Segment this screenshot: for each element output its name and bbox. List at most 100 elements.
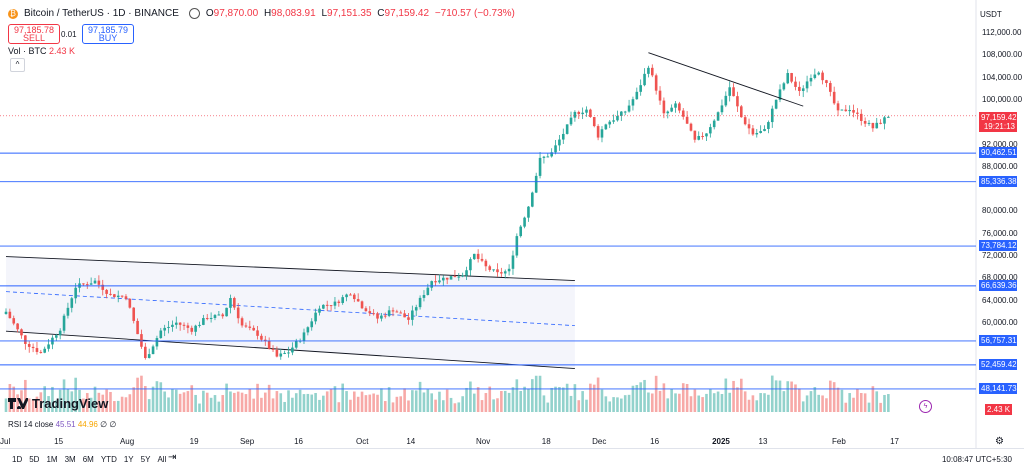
volume-bar: [244, 394, 248, 412]
volume-bar: [47, 396, 50, 412]
range-5y[interactable]: 5Y: [140, 455, 151, 464]
range-1d[interactable]: 1D: [12, 455, 23, 464]
volume-bar: [697, 395, 701, 412]
candle-countdown: 19:21:13: [983, 121, 1015, 131]
volume-bar: [174, 389, 178, 412]
volume-bar: [97, 392, 101, 412]
candle-body: [492, 269, 495, 271]
candle-body: [863, 120, 867, 124]
volume-bar: [337, 402, 341, 412]
volume-bar: [496, 398, 499, 412]
candle-body: [747, 124, 751, 129]
ohlc-open-key: O: [205, 8, 214, 19]
candle-body: [770, 108, 774, 123]
candle-body: [306, 327, 310, 333]
candle-body: [422, 294, 426, 298]
range-all[interactable]: All: [157, 455, 167, 464]
level-label: 56,757.31: [979, 334, 1017, 346]
volume-bar: [712, 393, 716, 412]
range-6m[interactable]: 6M: [82, 455, 94, 464]
currency-label[interactable]: USDT: [980, 10, 1002, 19]
candle-body: [604, 124, 608, 130]
range-1y[interactable]: 1Y: [123, 455, 134, 464]
range-1m[interactable]: 1M: [46, 455, 58, 464]
candle-body: [798, 86, 801, 92]
volume-bar: [322, 395, 325, 412]
volume-bar: [399, 396, 403, 412]
current-price-tag: 97,159.42 19:21:13: [979, 111, 1017, 132]
goto-date-icon[interactable]: ⇥: [168, 452, 177, 463]
range-ytd[interactable]: YTD: [100, 455, 117, 464]
volume-bar: [318, 399, 321, 412]
volume-bar: [534, 375, 538, 412]
time-tick-label: 14: [406, 437, 416, 446]
candle-body: [403, 313, 406, 318]
volume-bar: [438, 391, 441, 412]
volume-bar: [581, 391, 584, 412]
clock[interactable]: 10:08:47 UTC+5:30: [941, 455, 1012, 464]
volume-bar: [701, 397, 704, 412]
candle-body: [527, 206, 530, 218]
collapse-legend-button[interactable]: ^: [10, 58, 25, 72]
volume-bar: [132, 387, 136, 412]
volume-bar: [155, 381, 159, 412]
volume-bar: [294, 393, 298, 412]
volume-bar: [190, 385, 194, 412]
candle-body: [469, 259, 472, 271]
volume-bar: [209, 397, 213, 412]
candle-body: [465, 270, 468, 276]
candle-body: [66, 307, 70, 316]
candle-body: [213, 315, 217, 318]
range-3m[interactable]: 3M: [64, 455, 76, 464]
volume-bar: [360, 391, 364, 412]
candle-body: [263, 339, 267, 342]
channel-lower-line: [5, 330, 575, 369]
buy-button[interactable]: 97,185.79 BUY: [82, 24, 134, 44]
level-label: 48,141.73: [979, 382, 1017, 394]
candle-body: [186, 325, 190, 328]
volume-bar: [105, 389, 108, 412]
candle-body: [372, 313, 375, 315]
volume-bar: [298, 389, 302, 412]
volume-bar: [484, 393, 488, 412]
candle-body: [647, 67, 650, 74]
sell-label: SELL: [22, 33, 46, 43]
candle-body: [353, 294, 356, 300]
volume-bar: [186, 391, 190, 412]
volume-bar: [527, 388, 530, 412]
trendline[interactable]: [648, 52, 804, 107]
gear-icon[interactable]: ⚙: [995, 436, 1004, 447]
range-5d[interactable]: 5D: [29, 455, 40, 464]
symbol-title[interactable]: Bitcoin / TetherUS · 1D · BINANCE: [24, 8, 179, 19]
volume-bar: [314, 393, 317, 412]
candle-body: [662, 100, 666, 114]
sell-button[interactable]: 97,185.78 SELL: [8, 24, 60, 44]
volume-bar: [329, 389, 333, 412]
candle-body: [356, 299, 360, 302]
candle-body: [140, 334, 143, 347]
volume-bar: [279, 393, 283, 412]
candle-body: [511, 255, 515, 269]
ohlc-low-key: L: [321, 8, 328, 19]
volume-bar: [879, 402, 882, 412]
candle-body: [523, 217, 526, 227]
candle-body: [391, 310, 395, 312]
volume-bar: [794, 384, 797, 412]
volume-bar: [472, 393, 476, 412]
volume-bar: [89, 397, 93, 412]
price-tick-label: 92,000.00: [982, 139, 1018, 149]
candle-body: [291, 347, 294, 353]
volume-bar: [449, 397, 453, 412]
volume-bar: [790, 381, 793, 412]
volume-legend: Vol · BTC 2.43 K: [8, 46, 75, 56]
candle-body: [209, 317, 213, 319]
candle-body: [47, 344, 50, 349]
candle-body: [8, 311, 12, 319]
visibility-icon[interactable]: [188, 8, 200, 19]
candle-body: [236, 307, 240, 319]
lightning-icon[interactable]: ϟ: [919, 400, 932, 413]
channel: [5, 256, 575, 369]
volume-bar: [395, 396, 399, 412]
candle-body: [573, 111, 577, 118]
